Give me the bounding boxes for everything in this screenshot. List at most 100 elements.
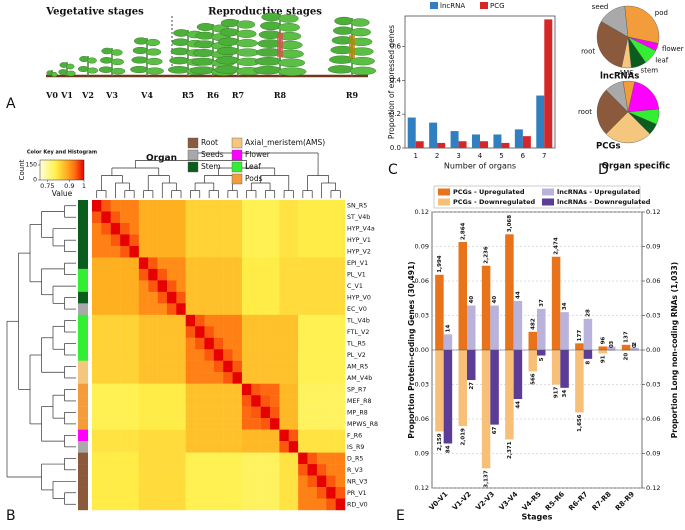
heatmap-cell — [139, 280, 149, 292]
heatmap-cell — [158, 292, 168, 304]
heatmap-cell — [92, 372, 102, 384]
heatmap-cell — [251, 487, 261, 499]
heatmap-cell — [289, 257, 299, 269]
color-key-count-label: 150 — [26, 162, 38, 169]
row-organ-color — [78, 292, 88, 304]
row-organ-color — [78, 269, 88, 281]
plant-leaf — [255, 57, 282, 65]
heatmap-cell — [167, 280, 177, 292]
heatmap-cell — [111, 269, 121, 281]
heatmap-cell — [204, 280, 214, 292]
row-label: HYP_V0 — [347, 295, 371, 302]
heatmap-cell — [279, 257, 289, 269]
legend-label: PCG — [490, 2, 505, 10]
heatmap-cell — [92, 418, 102, 430]
heatmap-cell — [279, 211, 289, 223]
panel-label: E — [396, 508, 405, 524]
heatmap-cell — [111, 372, 121, 384]
heatmap-cell — [204, 223, 214, 235]
heatmap-cell — [308, 464, 318, 476]
heatmap-cell — [298, 246, 308, 258]
heatmap-cell — [242, 326, 252, 338]
heatmap-cell — [223, 200, 233, 212]
heatmap-cell — [111, 315, 121, 327]
heatmap-cell — [92, 395, 102, 407]
heatmap-cell — [214, 372, 224, 384]
plant-leaf — [237, 21, 255, 29]
heatmap-cell — [186, 372, 196, 384]
heatmap-cell — [195, 338, 205, 350]
bar — [514, 350, 523, 399]
heatmap-cell — [308, 257, 318, 269]
heatmap-cell — [176, 430, 186, 442]
heatmap-cell — [167, 269, 177, 281]
heatmap-cell — [148, 234, 158, 246]
heatmap-cell — [195, 315, 205, 327]
value-label: 44 — [515, 401, 521, 409]
heatmap-cell — [148, 349, 158, 361]
heatmap-cell — [233, 499, 243, 511]
bar — [490, 305, 499, 350]
heatmap-cell — [214, 269, 224, 281]
heatmap-cell — [214, 361, 224, 373]
plant-leaf — [172, 39, 189, 46]
plant-leaf — [351, 19, 370, 27]
heatmap-cell — [111, 349, 121, 361]
heatmap-cell — [176, 499, 186, 511]
heatmap-cell — [326, 303, 336, 315]
heatmap-cell — [176, 246, 186, 258]
heatmap-cell — [298, 441, 308, 453]
heatmap-cell — [111, 292, 121, 304]
panel-label: A — [6, 96, 16, 112]
heatmap-cell — [186, 280, 196, 292]
heatmap-cell — [148, 453, 158, 465]
vegetative-title: Vegetative stages — [45, 7, 144, 18]
bar — [599, 350, 608, 353]
heatmap-cell — [223, 292, 233, 304]
heatmap-cell — [101, 257, 111, 269]
heatmap-cell — [92, 269, 102, 281]
heatmap-cell — [326, 211, 336, 223]
heatmap-cell — [129, 499, 139, 511]
heatmap-cell — [111, 407, 121, 419]
heatmap-cell — [336, 407, 346, 419]
heatmap-cell — [242, 223, 252, 235]
value-label: 177 — [577, 330, 583, 342]
heatmap-cell — [195, 223, 205, 235]
heatmap-cell — [317, 418, 327, 430]
heatmap-cell — [204, 372, 214, 384]
heatmap-cell — [233, 476, 243, 488]
legend-swatch — [232, 174, 242, 184]
heatmap-cell — [298, 407, 308, 419]
heatmap-cell — [298, 453, 308, 465]
heatmap-cell — [233, 487, 243, 499]
bar — [552, 257, 561, 350]
heatmap-cell — [120, 326, 130, 338]
plant-leaf — [146, 68, 164, 75]
x-tick-label: V0-V1 — [428, 490, 450, 512]
heatmap-cell — [120, 464, 130, 476]
heatmap-cell — [214, 476, 224, 488]
heatmap-cell — [120, 269, 130, 281]
heatmap-cell — [270, 246, 280, 258]
heatmap-cell — [176, 223, 186, 235]
heatmap-cell — [204, 315, 214, 327]
heatmap-cell — [279, 487, 289, 499]
heatmap-cell — [204, 430, 214, 442]
heatmap-cell — [158, 211, 168, 223]
heatmap-cell — [167, 315, 177, 327]
heatmap-cell — [101, 407, 111, 419]
stage-label: R9 — [346, 90, 359, 100]
heatmap-cell — [270, 395, 280, 407]
heatmap-cell — [223, 269, 233, 281]
heatmap-cell — [167, 384, 177, 396]
heatmap-cell — [261, 372, 271, 384]
heatmap-cell — [120, 499, 130, 511]
bar — [584, 350, 593, 359]
heatmap-cell — [242, 280, 252, 292]
heatmap-cell — [251, 234, 261, 246]
bar — [544, 19, 552, 148]
heatmap-cell — [148, 395, 158, 407]
heatmap-cell — [129, 372, 139, 384]
heatmap-cell — [317, 430, 327, 442]
